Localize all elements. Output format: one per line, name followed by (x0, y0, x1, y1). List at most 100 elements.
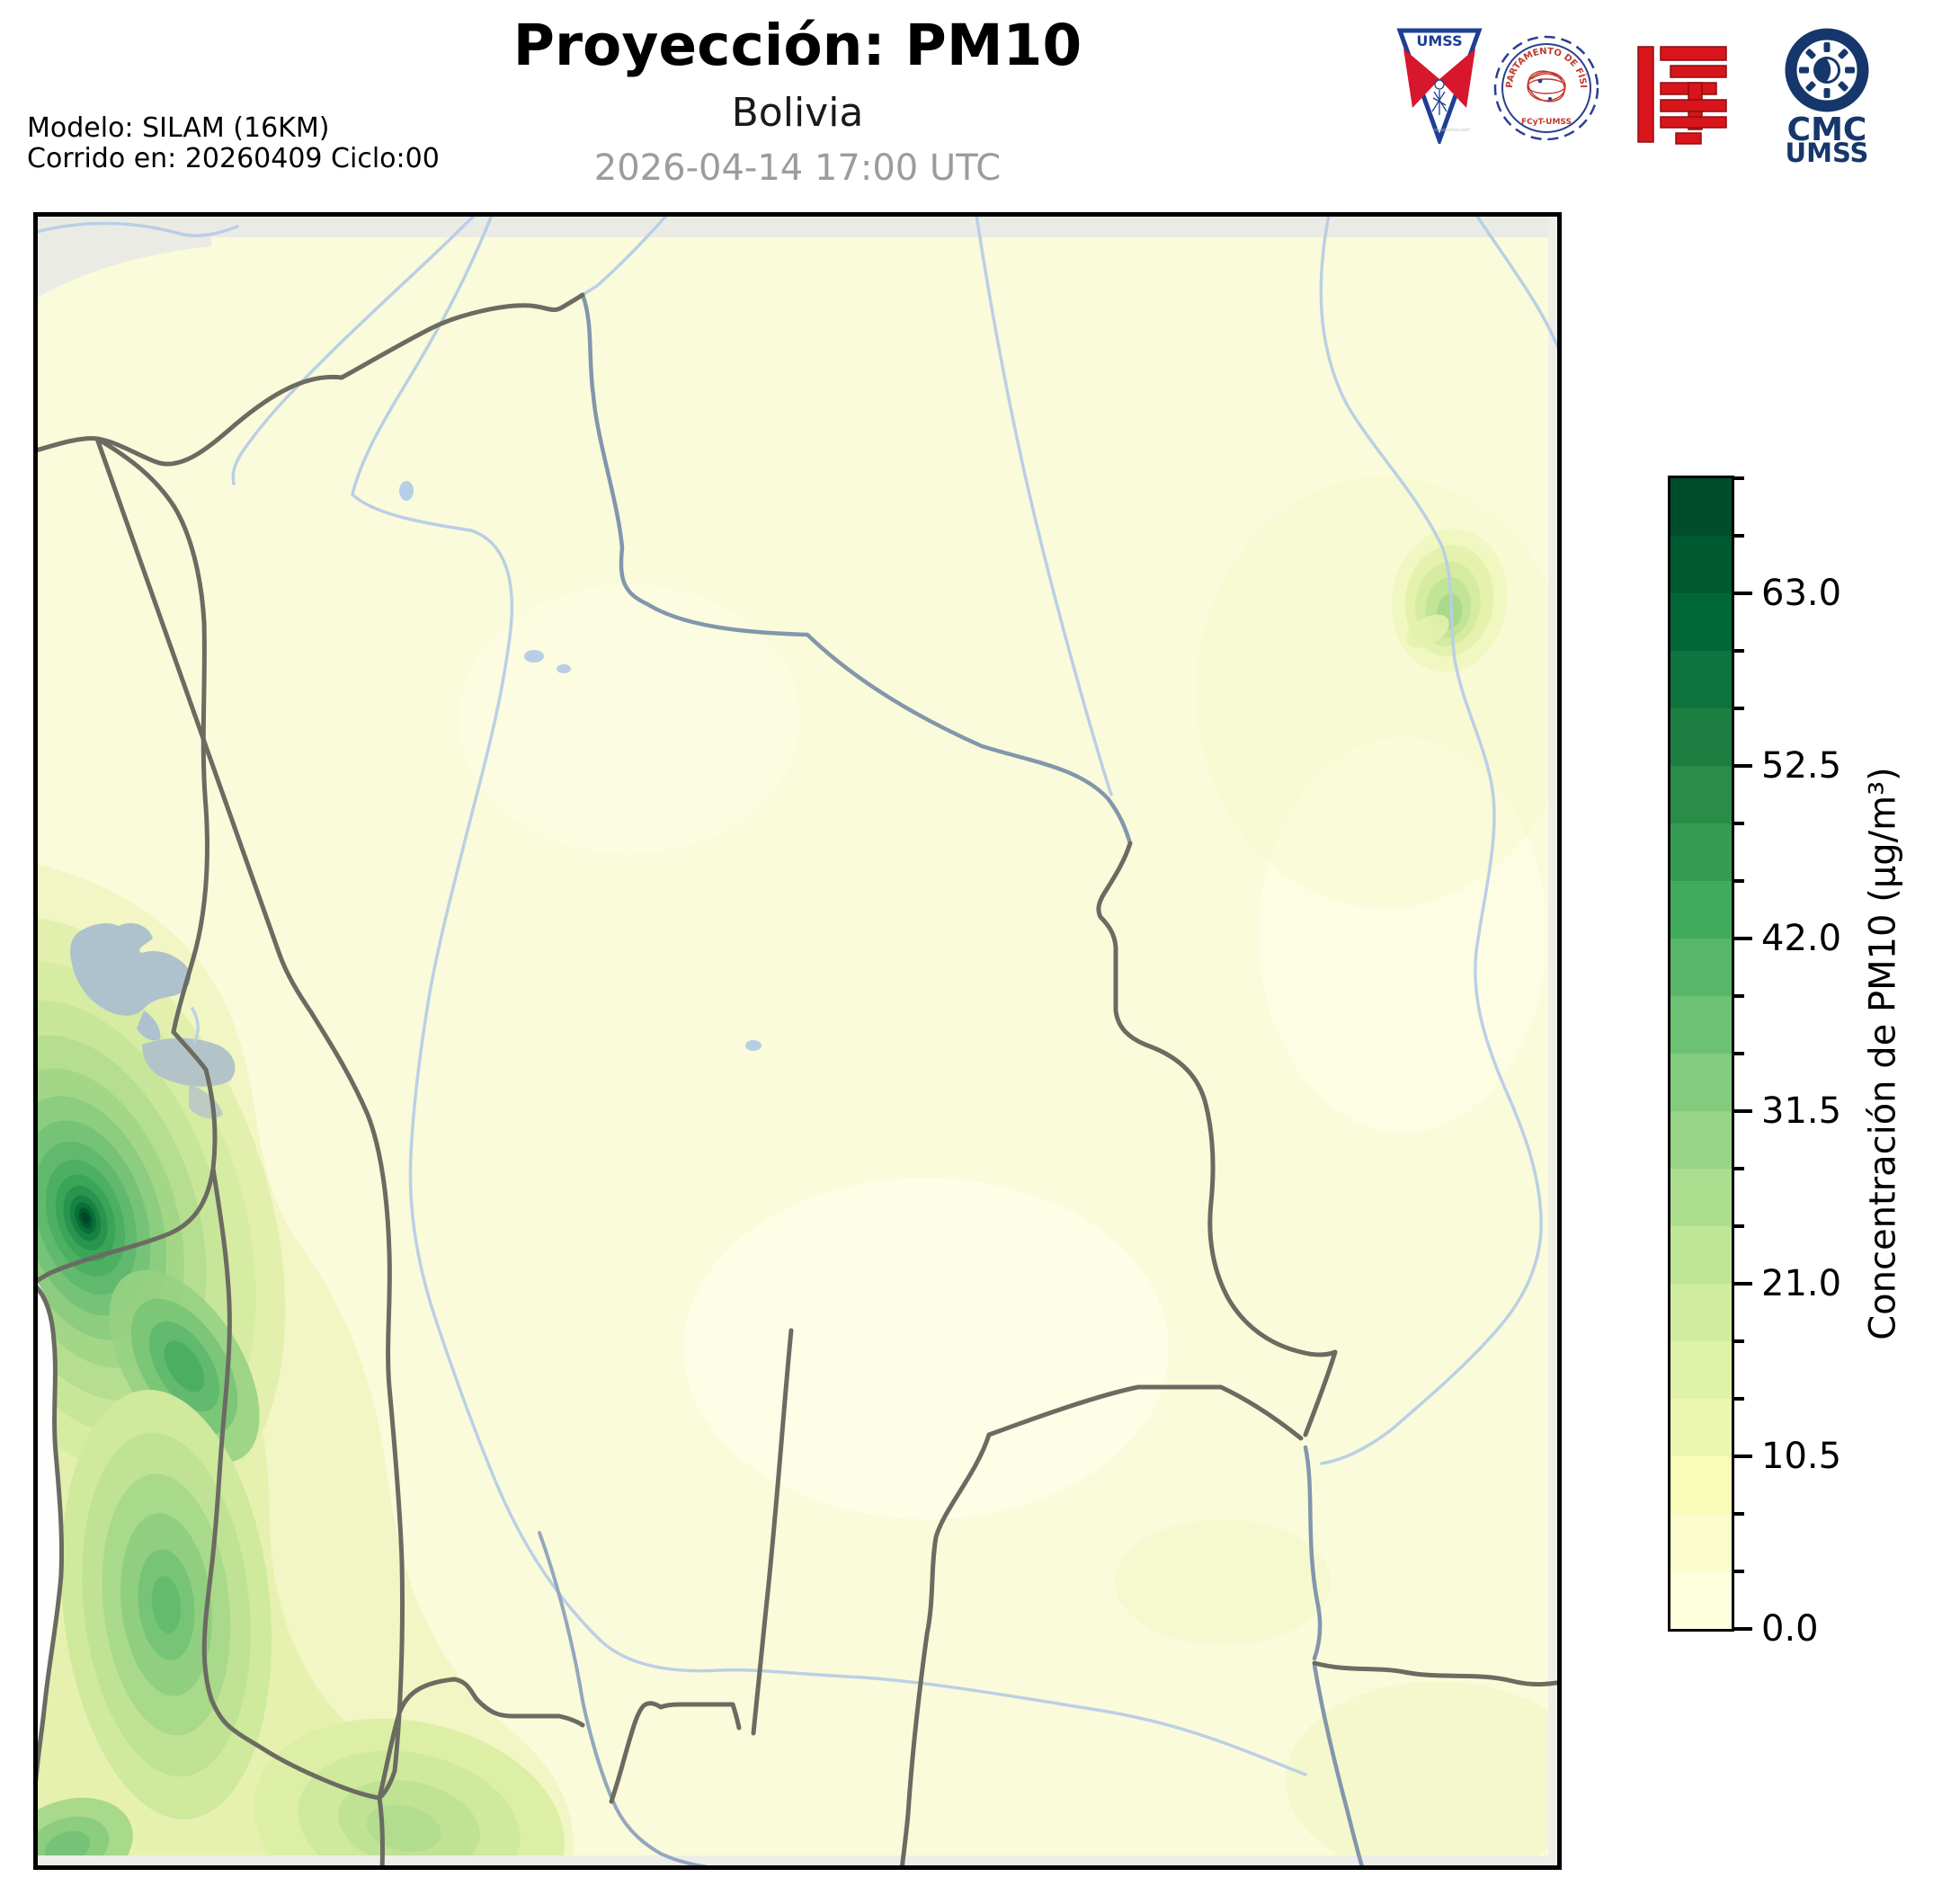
colorbar-tick-label: 21.0 (1761, 1263, 1842, 1304)
colorbar-tick (1734, 1455, 1752, 1458)
fcyt-red-logo (1637, 46, 1727, 145)
colorbar-band (1670, 1341, 1732, 1399)
colorbar-band (1670, 766, 1732, 823)
globe-icon (1527, 70, 1566, 102)
pennant-red-left (1403, 49, 1439, 108)
department-border-south (751, 1328, 794, 1736)
border-chile-bend (33, 1166, 216, 1286)
colorbar-tick (1734, 822, 1744, 825)
pennant-red-right (1439, 49, 1475, 108)
colorbar-band (1670, 1169, 1732, 1226)
departamento-fisica-seal: DEPARTAMENTO DE FÍSICA FCyT-UMSS (1491, 25, 1599, 141)
colorbar-tick (1734, 534, 1744, 538)
colorbar-band (1670, 1571, 1732, 1629)
colorbar-band (1670, 1456, 1732, 1514)
colorbar-tick (1734, 649, 1744, 653)
colorbar-tick (1734, 1167, 1744, 1170)
cmc-umss-logo: CMC UMSS (1785, 28, 1869, 164)
colorbar-tick (1734, 707, 1744, 710)
colorbar-band (1670, 1111, 1732, 1169)
colorbar-tick-label: 0.0 (1761, 1608, 1819, 1650)
border-brazil-east (1096, 841, 1338, 1357)
colorbar-tick (1734, 937, 1752, 940)
border-argentina-east (1312, 1660, 1562, 1686)
colorbar-axis-label-text: Concentración de PM10 (µg/m³) (1863, 767, 1905, 1340)
concentration-map (33, 212, 1562, 1870)
colorbar-band (1670, 1284, 1732, 1341)
lake-poopo (142, 1037, 236, 1087)
cmc-lens (1827, 59, 1838, 81)
model-line: Modelo: SILAM (16KM) (27, 112, 330, 144)
model-info: Modelo: SILAM (16KM) Corrido en: 2026040… (27, 113, 440, 174)
colorbar-tick (1734, 1570, 1744, 1573)
lakes-layer (70, 481, 762, 1119)
colorbar-band (1670, 536, 1732, 593)
colorbar-tick (1734, 1282, 1752, 1286)
colorbar-band (1670, 1054, 1732, 1111)
map-frame (33, 212, 1562, 1870)
torch-icon (1431, 79, 1448, 115)
colorbar-tick-label: 63.0 (1761, 573, 1842, 614)
valid-time-label: 2026-04-14 17:00 UTC (593, 147, 1002, 189)
colorbar-tick (1734, 879, 1744, 883)
rivers-layer (34, 213, 1562, 1776)
outside-domain-layer (36, 215, 1560, 1869)
globe-dot2 (1548, 97, 1552, 101)
colorbar-band (1670, 593, 1732, 651)
colorbar-tick (1734, 994, 1744, 998)
colorbar-band (1670, 1399, 1732, 1456)
colorbar (1670, 478, 1732, 1629)
page-title: Proyección: PM10 (512, 13, 1082, 78)
border-peru-west (94, 436, 209, 1035)
colorbar-band (1670, 1226, 1732, 1284)
fcyt-maze (1637, 46, 1727, 145)
colorbar-band (1670, 939, 1732, 996)
colorbar-axis-label: Concentración de PM10 (µg/m³) (1825, 478, 1942, 1629)
department-border-nw (94, 436, 282, 957)
border-chile-south (201, 1166, 382, 1801)
border-rivers-layer (538, 292, 1366, 1870)
colorbar-tick (1734, 1397, 1744, 1401)
border-argentina (377, 1677, 742, 1804)
cmc-umss-text: UMSS (1786, 138, 1869, 164)
colorbar-tick (1734, 1052, 1744, 1055)
colorbar-tick (1734, 476, 1744, 480)
colorbar-tick (1734, 1627, 1752, 1631)
colorbar-band (1670, 651, 1732, 708)
colorbar-band (1670, 996, 1732, 1054)
colorbar-tick-label: 31.5 (1761, 1090, 1842, 1132)
seal-scalloped-ring (1493, 35, 1599, 141)
globe-dot (1537, 78, 1543, 84)
colorbar-tick (1734, 592, 1752, 595)
cmc-ring (1785, 28, 1869, 112)
umss-pennant-logo: UMSS creadictivo.com (1396, 28, 1483, 144)
colorbar-band (1670, 708, 1732, 766)
colorbar-tick (1734, 1109, 1752, 1113)
colorbar-band (1670, 1514, 1732, 1571)
small-lake (399, 481, 414, 501)
sun-gear-icon (1799, 42, 1855, 98)
colorbar-tick-label: 42.0 (1761, 918, 1842, 959)
run-line: Corrido en: 20260409 Ciclo:00 (27, 143, 440, 174)
cmc-text: CMC (1787, 111, 1867, 148)
watermark-text: creadictivo.com (1434, 128, 1470, 133)
border-paraguay (986, 1384, 1304, 1441)
seal-bottom-text: FCyT-UMSS (1521, 118, 1572, 127)
colorbar-tick (1734, 764, 1752, 768)
colorbar-tick (1734, 1339, 1744, 1343)
pale-patches-layer (459, 476, 1562, 1870)
colorbar-tick-label: 52.5 (1761, 745, 1842, 787)
lake-titicaca (70, 922, 191, 1016)
plume-northeast-tail (1406, 614, 1449, 648)
border-peru-north (33, 292, 585, 467)
colorbar-tick (1734, 1224, 1744, 1228)
colorbar-band (1670, 478, 1732, 536)
colorbar-band (1670, 881, 1732, 939)
region-subtitle: Bolivia (731, 90, 864, 136)
colorbar-band (1670, 823, 1732, 881)
umss-text: UMSS (1416, 32, 1462, 49)
seal-inner-ring (1501, 43, 1591, 133)
department-border-central (277, 952, 405, 1801)
colorbar-tick-label: 10.5 (1761, 1436, 1842, 1477)
